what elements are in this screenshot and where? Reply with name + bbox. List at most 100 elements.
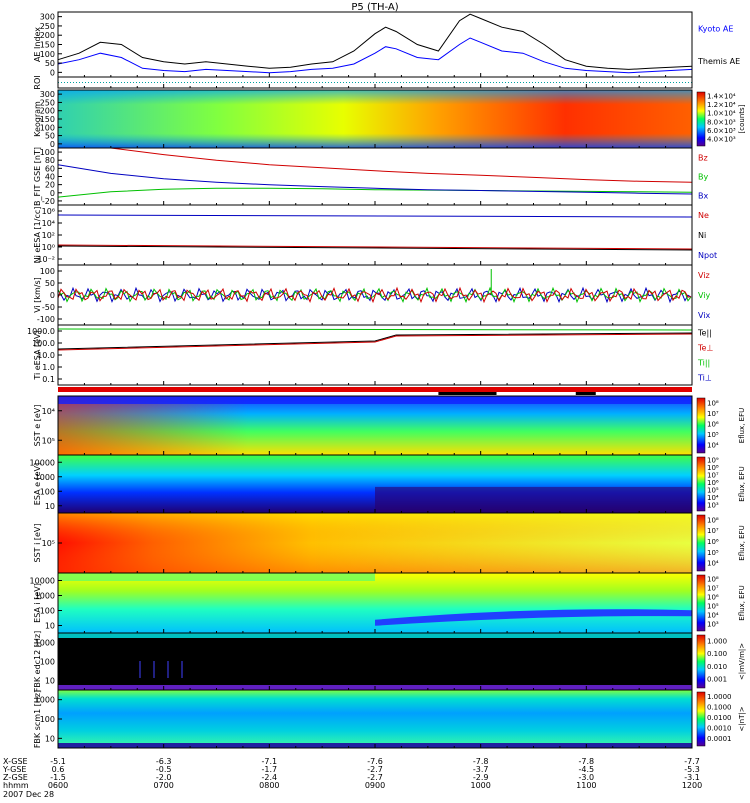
keogram-cbar-label: [counts] <box>738 104 746 133</box>
ae-series-0 <box>57 37 693 74</box>
esa_i-cbar-tick: 10⁷ <box>707 585 719 593</box>
keogram-ylabel: Keogram <box>33 101 42 137</box>
roi-ylabel: ROI <box>33 75 42 89</box>
density-legend-1: Ni <box>698 231 706 240</box>
density-ytick: 10⁻² <box>37 255 55 264</box>
esa_e-ylabel: ESA e [eV] <box>33 463 42 505</box>
sst_i-cbar-tick: 10⁴ <box>707 560 719 568</box>
fbk-e12-top-band <box>58 633 692 638</box>
density-ni-trace <box>57 245 693 251</box>
esa_e-cbar-tick: 10⁹ <box>707 457 719 465</box>
footer-y-gse-value: -2.7 <box>367 765 383 774</box>
keogram-cbar-tick: 4.0×10³ <box>707 136 736 144</box>
z-gse-label: Z-GSE <box>3 773 28 782</box>
footer-y-gse-value: -1.7 <box>262 765 278 774</box>
sst_e-cbar-label: Eflux, EFU <box>738 408 746 443</box>
footer-x-gse-value: -7.6 <box>367 757 383 766</box>
fbk_scm-colorbar <box>696 691 706 747</box>
keogram-ytick: 300 <box>40 90 55 99</box>
esa_e-cbar-tick: 10⁴ <box>707 494 719 502</box>
temperature-ytick: 0.1 <box>42 375 55 384</box>
footer-x-gse-value: -7.7 <box>684 757 700 766</box>
panel-temperature: Ti eESA [eV] 0.1 1.0 10.0 100.0 1000.0 Te|| Te⊥… <box>27 324 713 386</box>
velocity-ytick: -100 <box>37 315 55 324</box>
sst_e-cbar-tick: 10⁵ <box>707 431 719 439</box>
esa_e-colorbar <box>696 456 706 512</box>
footer-z-gse-value: -2.0 <box>156 773 172 782</box>
footer-z-gse-value: -1.5 <box>50 773 66 782</box>
fbk_scm-cbar-tick: 0.1000 <box>707 704 732 712</box>
temperature-ytick: 1000.0 <box>27 327 55 336</box>
esa_e-ytick: 10000 <box>30 458 55 467</box>
esa_i-colorbar <box>696 574 706 632</box>
velocity-legend-0: Viz <box>698 271 710 280</box>
sst_e-cbar-tick: 10⁴ <box>707 442 719 450</box>
footer-y-gse-value: -3.7 <box>473 765 489 774</box>
esa_e-cbar-label: Eflux, EFU <box>738 466 746 501</box>
esa_i-cbar-tick: 10⁴ <box>707 612 719 620</box>
fbk_e12-cbar-tick: 0.100 <box>707 650 727 658</box>
temperature-ylabel: Ti eESA [eV] <box>33 330 42 380</box>
footer-hhmm-value: 0900 <box>365 781 385 790</box>
fbk_scm-cbar-tick: 0.0001 <box>707 735 732 743</box>
keogram-ytick: 150 <box>40 115 55 124</box>
density-legend-2: Npot <box>698 251 717 260</box>
fbk_scm-ytick: 100 <box>40 715 55 724</box>
bfield-series-0 <box>58 147 693 183</box>
fbk_e12-cbar-tick: 0.010 <box>707 663 727 671</box>
esa_i-cbar-tick: 10³ <box>707 621 719 629</box>
keogram-ytick: 100 <box>40 123 55 132</box>
sst_i-cbar-tick: 10⁷ <box>707 527 719 535</box>
density-ne-trace <box>57 244 693 250</box>
plot-title: P5 (TH-A) <box>351 2 398 13</box>
sst_e-ytick: 10⁴ <box>42 407 55 416</box>
footer-y-gse-value: -5.3 <box>684 765 700 774</box>
sst_i-colorbar <box>696 514 706 572</box>
fbk_e12-cbar-tick: 1.000 <box>707 637 727 645</box>
fbk_e12-colorbar <box>696 634 706 689</box>
footer-hhmm-value: 0700 <box>153 781 173 790</box>
panel-esa_i: ESA i [eV]10 100 1000 10000 10⁸10⁷10⁶10⁵10⁴1… <box>30 572 746 634</box>
bfield-frame <box>57 147 693 206</box>
temperature-te-trace <box>57 332 693 350</box>
footer-x-gse-value: -6.3 <box>156 757 172 766</box>
ae-ytick: 100 <box>40 50 55 59</box>
esa_e-ytick: 10 <box>45 502 55 511</box>
panel-fbk_e12: FBK edc12 [Hz] 10 100 1000 1.000 0.100 0.010 0.… <box>33 631 746 692</box>
footer-z-gse-value: -2.9 <box>473 773 489 782</box>
temperature-legend-0: Te|| <box>697 329 712 338</box>
fbk_scm-ytick: 10 <box>45 734 55 743</box>
fbk_e12-ytick: 100 <box>40 658 55 667</box>
fbk_scm-ylabel: FBK scm1 [Hz] <box>33 690 42 748</box>
sst_i-cbar-tick: 10⁶ <box>707 538 719 546</box>
bfield-legend-0: Bz <box>698 154 708 163</box>
y-gse-label: Y-GSE <box>2 765 26 774</box>
density-ytick: 10² <box>42 231 55 240</box>
esa_e-cbar-tick: 10⁶ <box>707 479 719 487</box>
sst_e-ylabel: SST e [eV] <box>33 405 42 447</box>
sst_i-cbar-tick: 10⁵ <box>707 549 719 557</box>
velocity-ytick: 100 <box>40 267 55 276</box>
keogram-cbar-tick: 1.4×10⁴ <box>707 92 736 100</box>
keogram-cbar-tick: 1.2×10⁴ <box>707 101 736 109</box>
quality-flag-gap <box>575 392 596 395</box>
panel-fbk_scm: FBK scm1 [Hz] 10 100 1000 1.0000 0.1000 0.0100… <box>33 689 746 749</box>
temperature-teperp-trace <box>57 333 693 351</box>
keogram-colorbar <box>696 91 706 147</box>
esa_i-cbar-tick: 10⁸ <box>707 576 719 584</box>
keogram-ytick: 200 <box>40 107 55 116</box>
fbk_scm-cbar-tick: 1.0000 <box>707 693 732 701</box>
temperature-ti-trace <box>57 328 693 331</box>
density-ytick: 10⁰ <box>42 243 55 252</box>
density-frame <box>57 204 693 266</box>
panel-velocity: Vi [km/s] -100 -50 0 50 100 Viz Viy Vix <box>33 264 711 326</box>
esa_i-cbar-label: Eflux, EFU <box>738 585 746 620</box>
footer-y-gse-value: -4.5 <box>579 765 595 774</box>
fbk_scm-cbar-tick: 0.0100 <box>707 714 732 722</box>
bfield-ytick: 60 <box>45 164 55 173</box>
ae-legend-1: Themis AE <box>697 57 740 66</box>
density-legend-0: Ne <box>698 211 709 220</box>
